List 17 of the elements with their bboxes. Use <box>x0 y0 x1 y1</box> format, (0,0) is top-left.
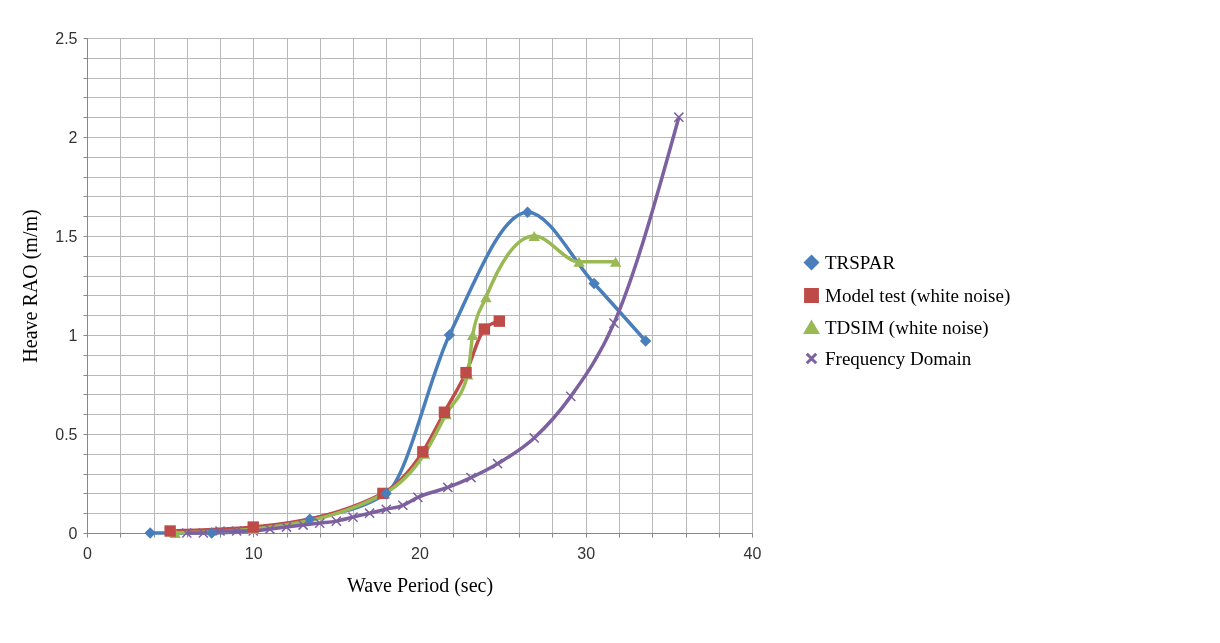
legend-label: Frequency Domain <box>825 347 972 369</box>
legend-label: TDSIM (white noise) <box>825 316 989 339</box>
legend-label: Model test (white noise) <box>825 284 1011 307</box>
y-tick-label: 2 <box>68 128 78 146</box>
x-tick-label: 10 <box>244 544 263 562</box>
y-tick-label: 1 <box>68 326 78 344</box>
x-axis-title: Wave Period (sec) <box>346 573 494 597</box>
x-tick-label: 30 <box>577 544 596 562</box>
y-axis-title: Heave RAO (m/m) <box>19 209 43 363</box>
y-tick-label: 0.5 <box>55 425 78 443</box>
y-tick-label: 1.5 <box>55 227 78 245</box>
legend-label: TRSPAR <box>825 251 896 273</box>
y-tick-label: 2.5 <box>55 29 78 47</box>
x-tick-label: 40 <box>743 544 762 562</box>
x-tick-label: 0 <box>83 544 93 562</box>
y-tick-label: 0 <box>68 524 78 542</box>
x-tick-label: 20 <box>411 544 429 562</box>
